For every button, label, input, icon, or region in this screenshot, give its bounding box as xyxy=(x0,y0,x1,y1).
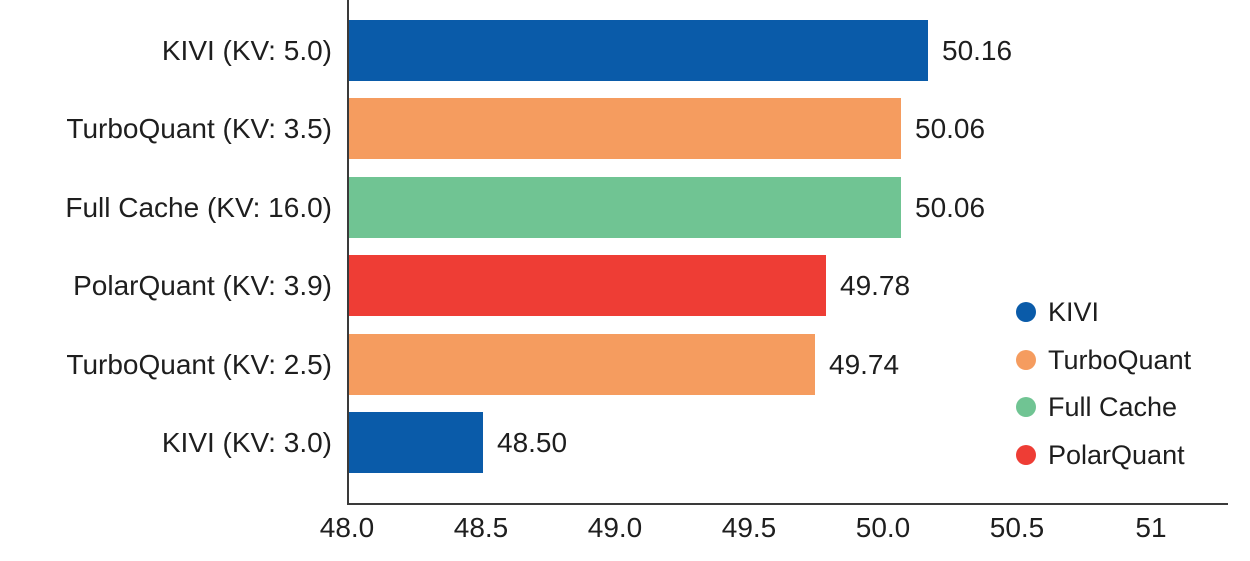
category-label: KIVI (KV: 3.0) xyxy=(161,427,332,458)
bar-value-label: 50.06 xyxy=(915,192,986,223)
legend-item-label: TurboQuant xyxy=(1048,344,1192,375)
y-axis-line xyxy=(347,0,349,505)
legend-item-kivi: KIVI xyxy=(1016,296,1099,328)
legend-item-label: PolarQuant xyxy=(1048,439,1185,470)
bar-value-label: 50.16 xyxy=(942,35,1013,66)
bar-value-label: 48.50 xyxy=(497,427,568,458)
legend-color-dot xyxy=(1016,445,1036,465)
legend-item-label: KIVI xyxy=(1048,296,1100,327)
category-label: PolarQuant (KV: 3.9) xyxy=(73,270,332,301)
category-label: KIVI (KV: 5.0) xyxy=(161,35,332,66)
bar-value-label: 49.78 xyxy=(840,270,911,301)
bar-turboquant xyxy=(349,334,815,395)
x-tick-label: 48.5 xyxy=(453,512,509,543)
x-tick-label: 49.5 xyxy=(721,512,777,543)
legend-color-dot xyxy=(1016,350,1036,370)
x-axis-line xyxy=(347,503,1228,505)
category-label: TurboQuant (KV: 2.5) xyxy=(66,349,332,380)
bar-value-label: 50.06 xyxy=(915,113,986,144)
category-label: Full Cache (KV: 16.0) xyxy=(65,192,332,223)
legend-color-dot xyxy=(1016,302,1036,322)
legend-color-dot xyxy=(1016,397,1036,417)
legend-item-full-cache: Full Cache xyxy=(1016,391,1177,423)
legend-item-polarquant: PolarQuant xyxy=(1016,439,1185,471)
x-tick-label: 50.0 xyxy=(855,512,911,543)
bar-polarquant xyxy=(349,255,826,316)
category-label: TurboQuant (KV: 3.5) xyxy=(66,113,332,144)
legend-item-turboquant: TurboQuant xyxy=(1016,344,1191,376)
x-tick-label: 51 xyxy=(1135,512,1167,543)
bar-value-label: 49.74 xyxy=(829,349,900,380)
bar-turboquant xyxy=(349,98,901,159)
x-tick-label: 49.0 xyxy=(587,512,643,543)
bar-kivi xyxy=(349,412,483,473)
x-tick-label: 48.0 xyxy=(319,512,375,543)
x-tick-label: 50.5 xyxy=(989,512,1045,543)
legend-item-label: Full Cache xyxy=(1048,391,1178,422)
bar-kivi xyxy=(349,20,928,81)
bar-full-cache xyxy=(349,177,901,238)
